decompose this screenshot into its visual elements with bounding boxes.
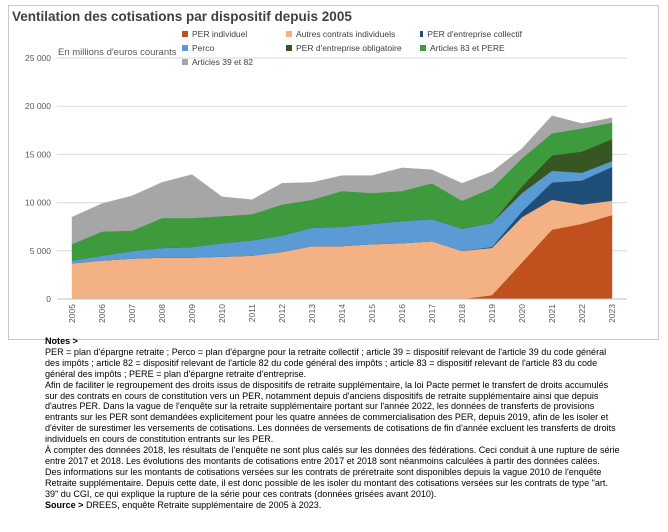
- legend-item: Articles 39 et 82: [182, 57, 286, 67]
- legend-swatch: [182, 31, 188, 37]
- y-tick-label: 20 000: [25, 101, 51, 111]
- x-tick-label: 2022: [577, 304, 587, 323]
- legend-item: PER individuel: [182, 29, 286, 39]
- y-tick-label: 10 000: [25, 198, 51, 208]
- legend-item: PER d'entreprise obligatoire: [286, 43, 420, 53]
- legend-swatch: [420, 45, 426, 51]
- legend-swatch: [182, 45, 188, 51]
- x-tick-label: 2007: [127, 304, 137, 323]
- x-tick-label: 2021: [547, 304, 557, 323]
- legend-label: PER d'entreprise obligatoire: [296, 43, 402, 53]
- legend-label: Articles 83 et PERE: [430, 43, 505, 53]
- legend-item: Perco: [182, 43, 286, 53]
- legend-label: Articles 39 et 82: [192, 57, 253, 67]
- y-tick-label: 25 000: [25, 53, 51, 63]
- legend-swatch: [286, 31, 292, 37]
- x-tick-label: 2019: [487, 304, 497, 323]
- x-tick-label: 2008: [157, 304, 167, 323]
- y-tick-label: 5 000: [30, 246, 52, 256]
- legend-label: PER individuel: [192, 29, 248, 39]
- x-tick-label: 2016: [397, 304, 407, 323]
- series-area-articles-39-et-82: [71, 115, 613, 245]
- x-tick-label: 2023: [607, 304, 617, 323]
- notes-paragraph: Des informations sur les montants de cot…: [45, 466, 608, 499]
- y-axis-label: En millions d'euros courants: [58, 47, 177, 58]
- legend-item: Autres contrats individuels: [286, 29, 420, 39]
- chart-legend: PER individuel Autres contrats individuel…: [182, 29, 522, 67]
- legend-item: PER d'entreprise collectif: [420, 29, 522, 39]
- legend-swatch: [420, 31, 424, 37]
- legend-label: Perco: [192, 43, 215, 53]
- x-tick-label: 2017: [427, 304, 437, 323]
- x-tick-label: 2011: [247, 304, 257, 323]
- x-tick-label: 2010: [217, 304, 227, 323]
- x-tick-label: 2018: [457, 304, 467, 323]
- x-tick-label: 2005: [67, 304, 77, 323]
- x-tick-label: 2009: [187, 304, 197, 323]
- legend-label: PER d'entreprise collectif: [427, 29, 522, 39]
- x-tick-label: 2014: [337, 304, 347, 323]
- source-text: DREES, enquête Retraite supplémentaire d…: [83, 499, 322, 510]
- x-tick-label: 2020: [517, 304, 527, 323]
- legend-swatch: [182, 59, 188, 65]
- source-line: Source > DREES, enquête Retraite supplém…: [45, 500, 623, 511]
- x-tick-label: 2012: [277, 304, 287, 323]
- chart-plot: 0 5 000 10 000 15 000 20 000 25 000 2005 2006 20…: [25, 53, 627, 323]
- x-tick-label: 2015: [367, 304, 377, 323]
- y-tick-label: 0: [46, 294, 51, 304]
- notes-paragraph: PER = plan d'épargne retraite ; Perco = …: [45, 346, 607, 379]
- notes-heading: Notes >: [45, 336, 78, 346]
- source-label: Source >: [45, 499, 84, 510]
- legend-swatch: [286, 45, 292, 51]
- notes-paragraph: À compter des données 2018, les résultat…: [45, 445, 620, 466]
- legend-label: Autres contrats individuels: [296, 29, 396, 39]
- x-tick-label: 2013: [307, 304, 317, 323]
- x-tick-label: 2006: [97, 304, 107, 323]
- y-tick-label: 15 000: [25, 149, 51, 159]
- chart-title: Ventilation des cotisations par disposit…: [12, 9, 352, 24]
- notes-section: Notes > PER = plan d'épargne retraite ; …: [45, 336, 623, 511]
- notes-paragraph: Afin de faciliter le regroupement des dr…: [45, 379, 616, 445]
- legend-item: Articles 83 et PERE: [420, 43, 522, 53]
